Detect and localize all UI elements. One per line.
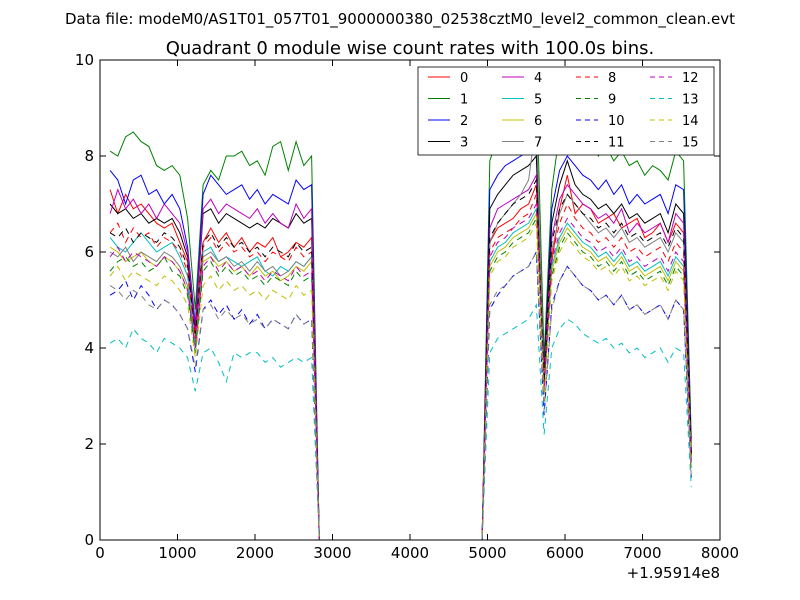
legend-label: 6 [534,114,542,129]
legend-label: 4 [534,71,542,86]
legend-label: 8 [608,71,616,86]
y-tick-label: 0 [84,531,94,549]
legend-label: 2 [460,114,468,129]
legend-label: 5 [534,93,542,108]
x-tick-label: 7000 [623,544,661,562]
x-tick-label: 8000 [701,544,739,562]
series-line-12 [109,202,692,541]
legend-label: 15 [682,136,699,151]
x-tick-label: 4000 [391,544,429,562]
plot-area: 0 1000 2000 3000 4000 5000 6000 7000 80000246810… [75,51,739,582]
y-tick-label: 2 [84,435,94,453]
x-tick-label: 3000 [313,544,351,562]
legend-box [417,66,715,156]
legend-label: 14 [682,114,699,129]
chart-title: Quadrant 0 module wise count rates with … [166,38,655,59]
x-tick-label: 5000 [468,544,506,562]
x-offset-label: +1.95914e8 [627,564,720,582]
data-file-label: Data file: modeM0/AS1T01_057T01_90000003… [65,10,735,29]
series-line-3 [109,154,692,541]
legend-label: 13 [682,93,699,108]
y-tick-label: 8 [84,147,94,165]
legend-label: 1 [460,93,468,108]
legend-label: 10 [608,114,625,129]
series-line-4 [109,173,692,541]
legend-label: 3 [460,136,468,151]
series-line-0 [109,175,692,541]
x-tick-label: 6000 [546,544,584,562]
x-tick-label: 1000 [158,544,196,562]
y-tick-label: 4 [84,339,94,357]
series-line-8 [109,194,692,541]
y-tick-label: 10 [75,51,94,69]
series-line-6 [109,211,692,541]
x-tick-label: 0 [95,544,105,562]
legend-label: 9 [608,93,616,108]
y-tick-label: 6 [84,243,94,261]
legend-label: 11 [608,136,625,151]
legend-label: 12 [682,71,699,86]
legend-label: 0 [460,71,468,86]
legend-label: 7 [534,136,542,151]
x-tick-label: 2000 [236,544,274,562]
series-line-11 [109,178,692,541]
